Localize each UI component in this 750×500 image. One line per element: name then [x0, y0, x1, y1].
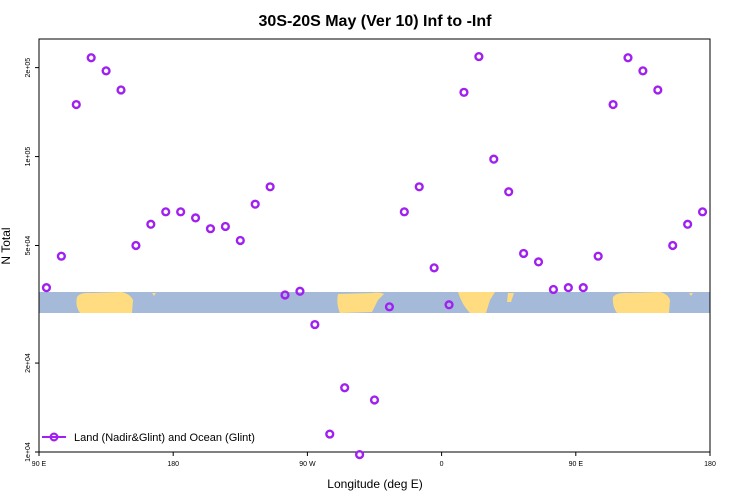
y-tick-label: 5e+04	[25, 236, 32, 256]
y-tick-label: 1e+04	[25, 442, 32, 462]
data-point	[444, 300, 454, 310]
data-point	[280, 290, 290, 300]
data-point	[161, 207, 171, 217]
y-axis-label: N Total	[0, 227, 13, 264]
data-point	[384, 302, 395, 312]
data-point	[519, 248, 529, 259]
y-tick-label: 2e+04	[25, 353, 32, 373]
chart-title: 30S-20S May (Ver 10) Inf to -Inf	[259, 13, 493, 30]
data-point	[265, 182, 275, 192]
y-axis: 1e+04 2e+04 5e+04 1e+05 2e+05	[25, 58, 39, 462]
data-point	[399, 207, 409, 217]
x-tick-label: 180	[704, 461, 716, 468]
data-point	[668, 240, 678, 251]
data-point	[205, 224, 216, 234]
data-point	[146, 219, 156, 229]
x-tick-label: 90 E	[569, 461, 584, 468]
data-point	[325, 429, 335, 439]
data-point	[533, 257, 544, 267]
legend: Land (Nadir&Glint) and Ocean (Glint)	[42, 432, 255, 444]
x-axis-label: Longitude (deg E)	[327, 477, 422, 491]
land-australia-repeat	[612, 292, 670, 313]
data-point	[369, 395, 380, 405]
data-point	[697, 207, 708, 217]
data-point	[354, 449, 365, 460]
data-point	[459, 87, 469, 97]
data-point	[86, 53, 96, 63]
data-point	[56, 251, 66, 261]
data-point	[41, 283, 52, 293]
legend-marker	[49, 432, 59, 442]
data-point	[429, 263, 439, 273]
data-point	[489, 154, 499, 164]
land-south-america	[337, 292, 384, 313]
land-islet	[152, 293, 156, 296]
data-point	[608, 99, 618, 110]
data-point	[101, 66, 111, 76]
land-ocean-strip	[39, 292, 710, 313]
data-point	[131, 240, 141, 251]
x-tick-label: 0	[440, 461, 444, 468]
data-point	[295, 286, 305, 296]
data-point	[474, 51, 484, 62]
data-point	[504, 187, 514, 197]
data-point	[116, 85, 126, 95]
land-islet-repeat	[689, 293, 693, 296]
data-point	[683, 219, 693, 229]
data-point	[548, 284, 559, 295]
data-point	[653, 85, 663, 95]
data-point	[310, 319, 320, 330]
data-point	[71, 99, 81, 110]
data-point	[250, 199, 260, 209]
data-point	[593, 251, 603, 261]
land-madagascar	[507, 293, 514, 302]
data-points	[41, 51, 708, 460]
data-point	[623, 53, 633, 63]
x-tick-label: 90 E	[32, 461, 47, 468]
data-point	[176, 207, 186, 217]
data-point	[578, 283, 588, 293]
data-point	[340, 383, 350, 393]
data-point	[414, 182, 424, 192]
x-tick-label: 90 W	[299, 461, 316, 468]
y-tick-label: 2e+05	[25, 58, 32, 78]
data-point	[235, 235, 245, 246]
data-point	[638, 66, 648, 76]
x-tick-label: 180	[167, 461, 179, 468]
data-point	[563, 283, 573, 293]
data-point	[190, 213, 201, 223]
legend-entry: Land (Nadir&Glint) and Ocean (Glint)	[74, 432, 255, 444]
x-axis: 90 E 180 90 W 0 90 E 180	[32, 452, 716, 468]
land-africa	[458, 292, 495, 313]
y-tick-label: 1e+05	[25, 147, 32, 167]
data-point	[220, 221, 230, 232]
land-australia	[76, 292, 133, 313]
